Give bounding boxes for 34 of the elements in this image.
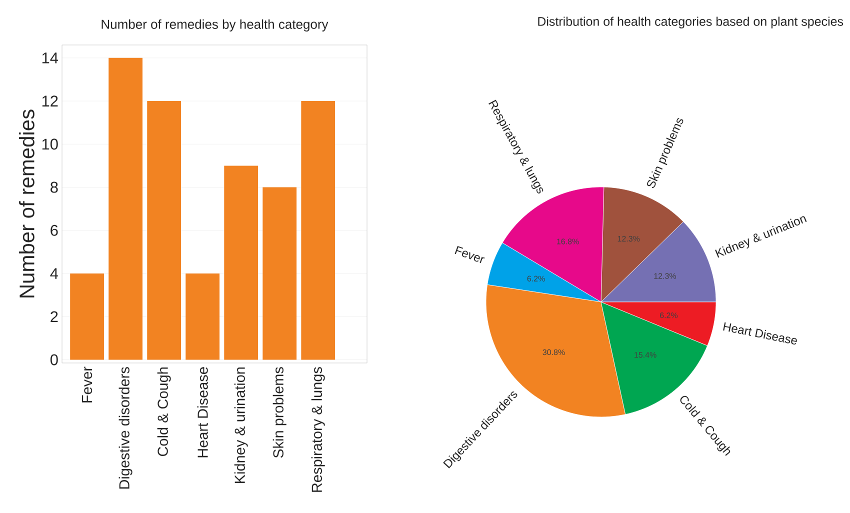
y-tick-label: 8 bbox=[50, 182, 58, 193]
data-label: 12.3% bbox=[654, 273, 676, 279]
y-tick-label: 10 bbox=[42, 138, 58, 150]
y-tick-label: 0 bbox=[50, 354, 58, 366]
y-tick-label: 12 bbox=[42, 96, 58, 106]
bar bbox=[147, 101, 182, 360]
x-tick-label: Cold & Cough bbox=[157, 367, 171, 456]
data-label: 6.2% bbox=[527, 276, 545, 282]
bar bbox=[224, 166, 258, 360]
data-label: 30.8% bbox=[542, 349, 565, 356]
data-label: 15.4% bbox=[634, 352, 656, 358]
y-tick-label: 4 bbox=[50, 268, 58, 279]
y-tick-label: 6 bbox=[50, 224, 58, 236]
data-label: 12.3% bbox=[618, 236, 640, 242]
y-tick-label: 14 bbox=[42, 52, 58, 64]
x-tick-label: Digestive disorders bbox=[118, 367, 132, 489]
data-label: 6.2% bbox=[660, 312, 678, 318]
slice-label: Heart Disease bbox=[723, 322, 797, 345]
data-label: 16.8% bbox=[557, 238, 579, 244]
x-tick-label: Kidney & urination bbox=[234, 367, 248, 484]
bar bbox=[70, 274, 104, 360]
bar bbox=[186, 274, 220, 360]
x-tick-label: Heart Disease bbox=[197, 367, 208, 458]
y-axis-title: Number of remedies bbox=[18, 110, 34, 298]
chart-title: Distribution of health categories based on plant species bbox=[538, 16, 844, 28]
x-tick-label: Skin problems bbox=[272, 367, 286, 458]
x-tick-label: Fever bbox=[82, 366, 92, 402]
bar bbox=[262, 187, 297, 360]
bar bbox=[108, 58, 142, 360]
chart-title: Number of remedies by health category bbox=[102, 19, 328, 32]
x-tick-label: Respiratory & lungs bbox=[311, 367, 325, 492]
y-tick-label: 2 bbox=[50, 311, 58, 322]
bar bbox=[301, 101, 336, 360]
slice-label: Fever bbox=[454, 246, 485, 264]
